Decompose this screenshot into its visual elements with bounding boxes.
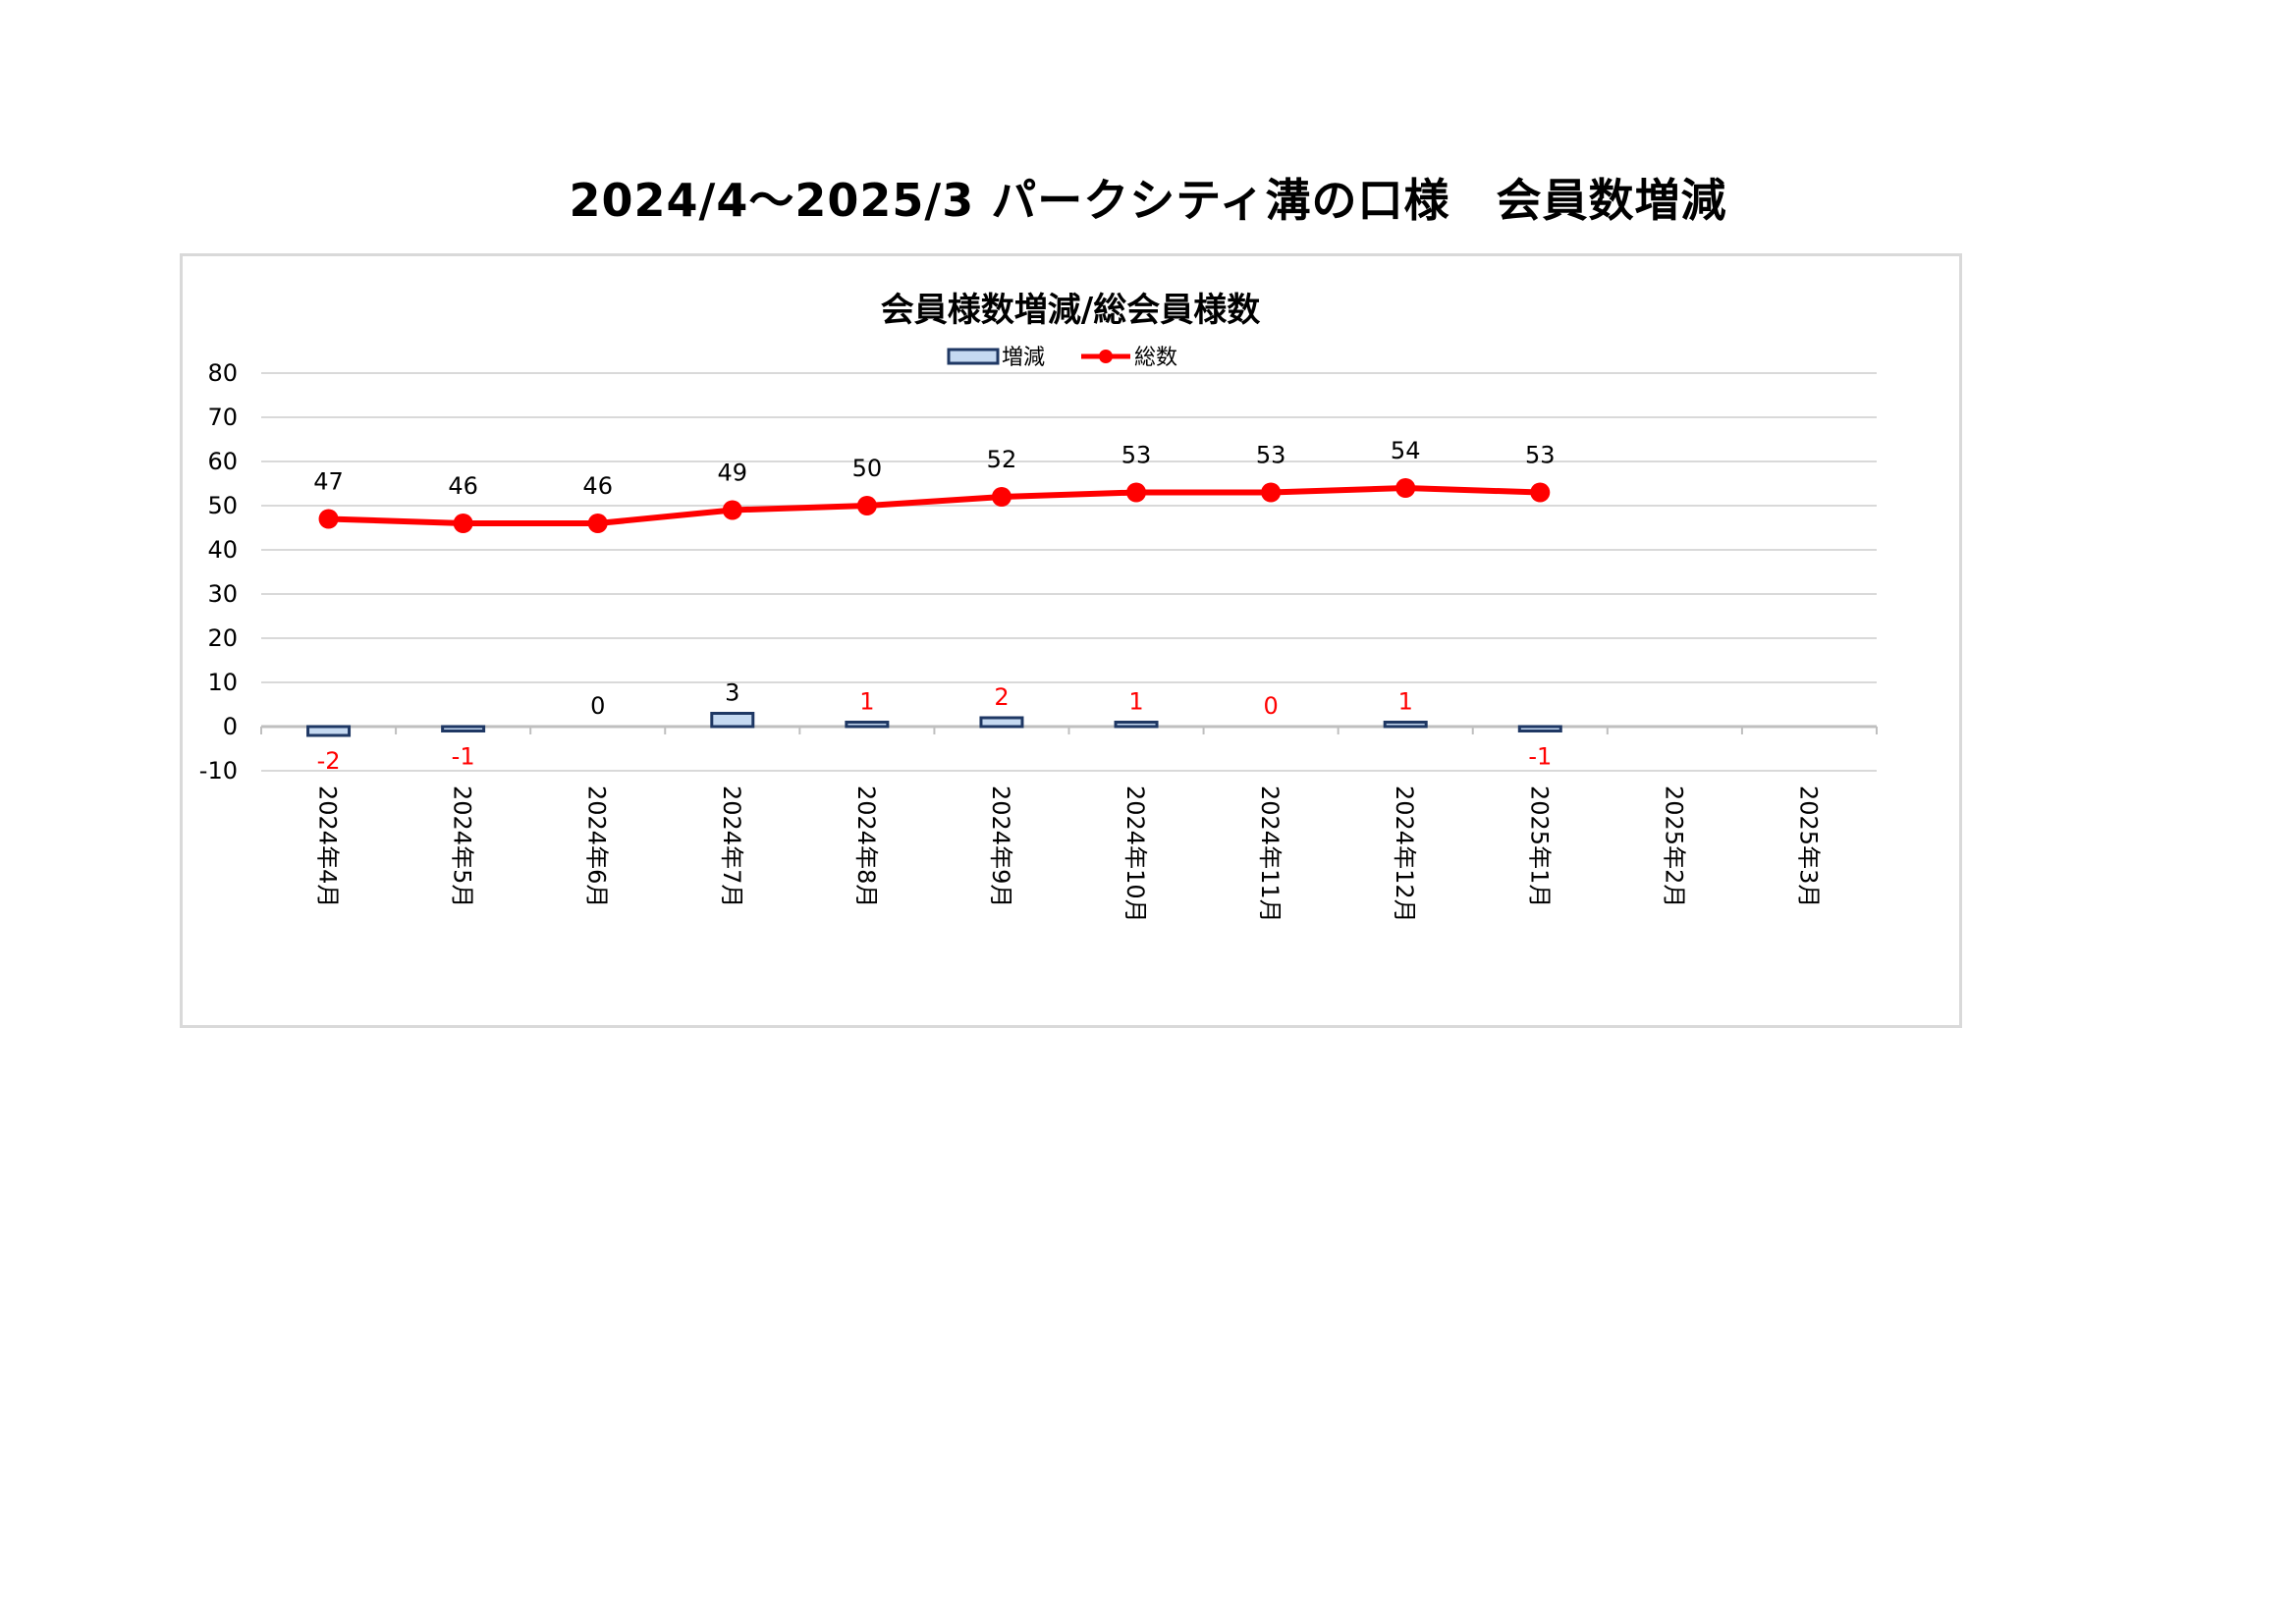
x-category-label: 2024年7月: [718, 785, 745, 907]
line-marker: [587, 514, 608, 533]
line-data-label: 52: [987, 446, 1017, 473]
line-marker: [1395, 478, 1416, 498]
legend-line-label: 総数: [1134, 346, 1177, 370]
x-category-label: 2024年9月: [987, 785, 1014, 907]
line-data-label: 50: [852, 455, 883, 482]
y-tick-label: 0: [223, 713, 238, 740]
bar-data-label: 3: [725, 679, 739, 707]
y-tick-label: 10: [207, 669, 238, 696]
y-tick-label: 50: [207, 492, 238, 519]
y-tick-label: 80: [207, 359, 238, 387]
bar-data-label: -1: [1528, 743, 1552, 771]
legend: 増減 総数: [947, 346, 1177, 370]
bar-増減: [1383, 721, 1428, 729]
x-category-label: 2024年8月: [852, 785, 880, 907]
line-marker: [991, 487, 1011, 507]
y-tick-label: -10: [199, 757, 238, 785]
line-marker: [1530, 482, 1551, 503]
x-category-label: 2025年3月: [1794, 785, 1822, 907]
line-総数: [328, 485, 1541, 526]
x-category-label: 2024年6月: [583, 785, 611, 907]
x-category-label: 2024年5月: [449, 785, 476, 907]
y-tick-label: 20: [207, 624, 238, 652]
line-data-label: 46: [448, 472, 478, 500]
line-marker: [453, 514, 473, 533]
legend-bar-swatch: [947, 348, 1000, 365]
bar-data-label: -1: [452, 743, 475, 771]
line-data-label: 46: [582, 472, 613, 500]
x-category-label: 2024年11月: [1256, 785, 1284, 923]
bar-増減: [1517, 725, 1562, 732]
line-data-label: 53: [1121, 442, 1152, 469]
bar-data-label: -2: [317, 747, 341, 775]
y-tick-label: 70: [207, 404, 238, 431]
x-category-label: 2025年1月: [1525, 785, 1553, 907]
bar-増減: [710, 712, 755, 729]
bar-data-label: 0: [590, 692, 605, 720]
legend-bar-label: 増減: [1002, 346, 1045, 370]
x-category-label: 2024年4月: [314, 785, 342, 907]
line-data-label: 47: [313, 468, 344, 496]
y-tick-label: 40: [207, 536, 238, 564]
bar-data-label: 1: [1128, 688, 1143, 716]
line-data-label: 53: [1256, 442, 1286, 469]
line-data-label: 53: [1525, 442, 1556, 469]
page-title: 2024/4～2025/3 パークシティ溝の口様 会員数増減: [569, 174, 1727, 227]
bar-data-label: 2: [994, 683, 1009, 711]
legend-line-marker: [1099, 350, 1113, 363]
chart-title: 会員様数増減/総会員様数: [881, 291, 1260, 330]
line-marker: [856, 496, 877, 515]
x-category-label: 2024年10月: [1121, 785, 1149, 923]
line-marker: [1261, 482, 1282, 503]
bar-増減: [979, 716, 1024, 729]
line-marker: [722, 500, 742, 520]
bar-data-label: 1: [1398, 688, 1413, 716]
bar-増減: [441, 725, 486, 732]
line-data-label: 49: [718, 460, 748, 487]
y-tick-label: 60: [207, 448, 238, 475]
bar-増減: [845, 721, 890, 729]
line-marker: [1126, 482, 1147, 503]
chart-area: 会員様数増減/総会員様数 増減 総数 -10 0 10 20 30 40 50 60 70 80 2…: [180, 253, 1962, 1028]
bar-増減: [1114, 721, 1159, 729]
line-data-label: 54: [1391, 437, 1421, 464]
x-category-label: 2024年12月: [1391, 785, 1418, 923]
line-marker: [318, 509, 339, 529]
y-tick-label: 30: [207, 580, 238, 608]
bar-増減: [306, 725, 352, 737]
bar-data-label: 1: [859, 688, 874, 716]
x-category-label: 2025年2月: [1660, 785, 1687, 907]
bar-data-label: 0: [1263, 692, 1278, 720]
combo-chart: 会員様数増減/総会員様数 増減 総数 -10010203040506070802…: [199, 291, 1878, 923]
